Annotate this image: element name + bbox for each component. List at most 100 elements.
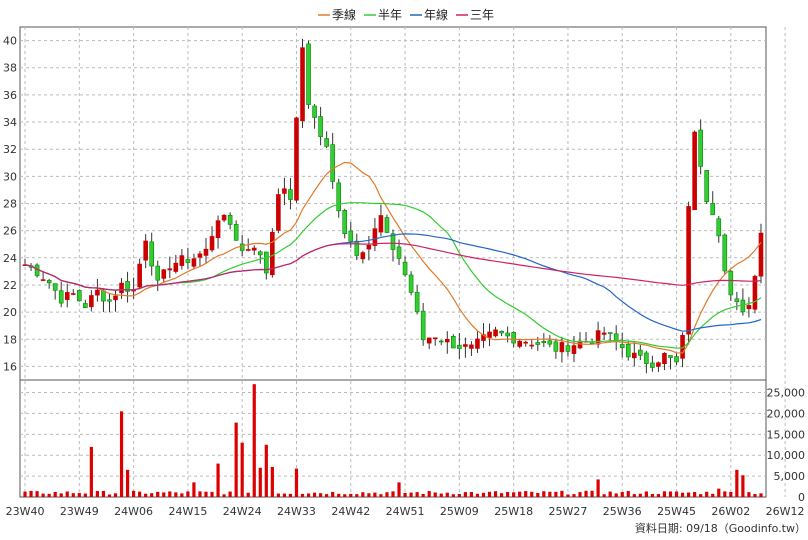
volume-bar bbox=[282, 493, 287, 497]
ma-line-13 bbox=[24, 161, 762, 354]
volume-bar bbox=[584, 490, 588, 497]
volume-bar bbox=[234, 422, 238, 497]
volume-bar bbox=[385, 492, 389, 497]
volume-bar bbox=[439, 493, 443, 497]
volume-bar bbox=[71, 493, 75, 497]
candle-body bbox=[167, 268, 173, 271]
candle-body bbox=[209, 236, 215, 251]
volume-bar bbox=[83, 493, 87, 497]
volume-bar bbox=[451, 494, 455, 497]
candle-body bbox=[674, 356, 679, 363]
candle-body bbox=[692, 131, 697, 211]
candle-body bbox=[487, 331, 492, 338]
volume-bar bbox=[89, 446, 93, 497]
volume-bar bbox=[608, 491, 612, 497]
candle-body bbox=[523, 341, 529, 344]
volume-tick-label: 15,000 bbox=[767, 428, 806, 441]
volume-bar bbox=[379, 494, 383, 497]
volume-bar bbox=[319, 493, 323, 497]
volume-bar bbox=[614, 493, 618, 497]
volume-bar bbox=[156, 491, 160, 497]
candle-body bbox=[336, 182, 342, 212]
moving-averages bbox=[24, 161, 762, 354]
candle-body bbox=[137, 263, 142, 288]
volume-bar bbox=[144, 493, 148, 497]
candle-body bbox=[300, 47, 305, 122]
volume-bar bbox=[753, 494, 757, 497]
candle-body bbox=[203, 248, 209, 256]
candle-body bbox=[83, 303, 88, 308]
volume-bar bbox=[204, 491, 208, 497]
volume-bar bbox=[711, 493, 715, 497]
legend-label-three-year: 三年 bbox=[470, 8, 494, 22]
price-tick-label: 34 bbox=[3, 116, 17, 129]
candle-body bbox=[402, 261, 408, 276]
ma-line-156 bbox=[24, 242, 762, 291]
volume-bar bbox=[306, 493, 311, 497]
volume-bar bbox=[741, 475, 745, 497]
candle-body bbox=[330, 144, 335, 182]
candle-body bbox=[342, 210, 348, 234]
candle-body bbox=[312, 105, 317, 118]
volume-bars bbox=[23, 384, 763, 497]
candle-body bbox=[734, 298, 740, 302]
candle-body bbox=[511, 332, 516, 344]
volume-bar bbox=[349, 493, 353, 497]
volume-bar bbox=[644, 491, 648, 497]
price-tick-label: 16 bbox=[3, 360, 17, 373]
volume-tick-label: 20,000 bbox=[767, 407, 806, 420]
candle-body bbox=[716, 218, 722, 237]
candle-body bbox=[607, 332, 613, 334]
price-tick-label: 40 bbox=[3, 35, 17, 48]
volume-bar bbox=[512, 492, 516, 497]
volume-bar bbox=[216, 463, 220, 497]
x-tick-label: 24W06 bbox=[114, 505, 153, 518]
candle-body bbox=[571, 345, 577, 354]
candle-body bbox=[396, 246, 402, 259]
volume-bar bbox=[554, 491, 558, 497]
legend: 季線 半年 年線 三年 bbox=[318, 7, 494, 22]
x-tick-label: 26W12 bbox=[766, 505, 805, 518]
volume-bar bbox=[119, 411, 124, 497]
candle-body bbox=[493, 329, 498, 337]
candle-body bbox=[619, 344, 625, 349]
volume-bar bbox=[294, 468, 299, 497]
candle-body bbox=[686, 206, 691, 335]
volume-bar bbox=[47, 493, 51, 497]
legend-label-quarter: 季線 bbox=[332, 7, 356, 22]
volume-bar bbox=[192, 482, 196, 497]
candle-body bbox=[728, 270, 734, 296]
candle-body bbox=[46, 280, 52, 284]
volume-bar bbox=[264, 444, 268, 497]
price-tick-label: 32 bbox=[3, 143, 17, 156]
volume-tick-label: 0 bbox=[798, 491, 805, 504]
candle-body bbox=[698, 129, 703, 167]
volume-bar bbox=[421, 493, 425, 497]
volume-tick-label: 25,000 bbox=[767, 387, 806, 400]
volume-bar bbox=[566, 494, 570, 497]
candle-body bbox=[758, 232, 764, 277]
x-tick-label: 25W09 bbox=[440, 505, 479, 518]
volume-bar bbox=[620, 491, 624, 497]
volume-bar bbox=[602, 494, 606, 497]
volume-bar bbox=[499, 493, 504, 497]
volume-bar bbox=[180, 493, 184, 497]
candle-body bbox=[638, 349, 643, 356]
volume-bar bbox=[506, 492, 510, 497]
volume-bar bbox=[626, 491, 630, 497]
volume-bar bbox=[174, 492, 178, 497]
volume-bar bbox=[361, 492, 365, 497]
volume-bar bbox=[524, 491, 528, 497]
candle-body bbox=[475, 338, 480, 349]
volume-bar bbox=[312, 492, 317, 497]
volume-bar bbox=[699, 494, 703, 497]
candle-body bbox=[251, 247, 257, 251]
candle-body bbox=[215, 220, 221, 238]
candle-body bbox=[197, 253, 203, 258]
volume-bar bbox=[433, 492, 437, 497]
volume-bar bbox=[107, 494, 112, 497]
volume-bar bbox=[168, 491, 172, 497]
candle-body bbox=[239, 243, 245, 251]
x-tick-label: 24W51 bbox=[386, 505, 425, 518]
candle-body bbox=[179, 255, 185, 266]
